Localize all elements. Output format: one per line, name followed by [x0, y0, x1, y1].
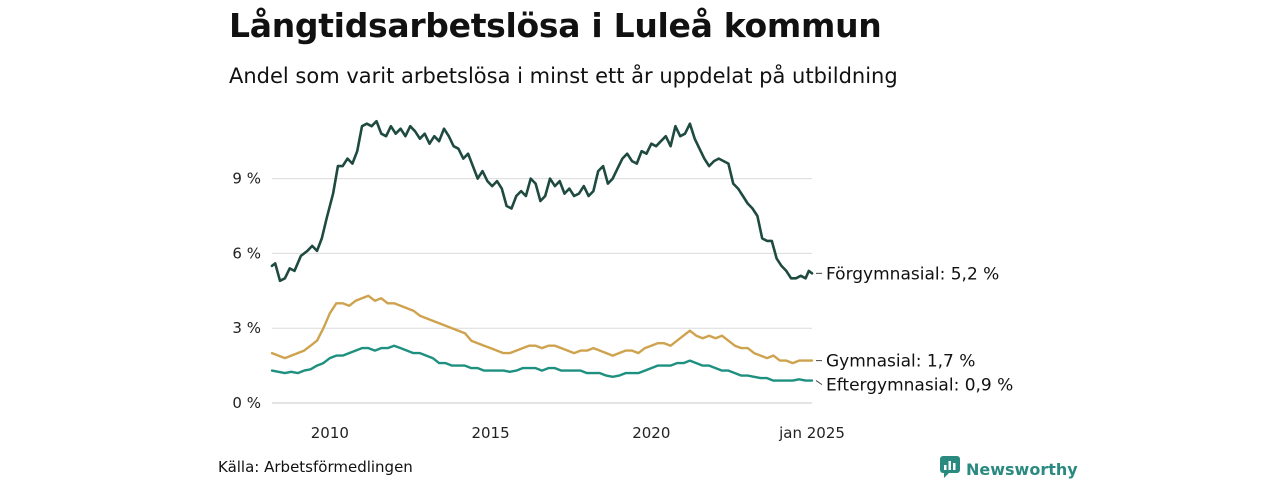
end-label-connector	[815, 380, 823, 386]
y-tick-label: 6 %	[232, 244, 261, 262]
source-note: Källa: Arbetsförmedlingen	[218, 458, 413, 476]
brand-logo[interactable]: Newsworthy	[940, 456, 1078, 482]
y-tick-label: 9 %	[232, 170, 261, 188]
x-tick-label: 2010	[311, 424, 349, 442]
end-label-förgymnasial: Förgymnasial: 5,2 %	[826, 264, 999, 284]
series-line-förgymnasial	[270, 119, 814, 283]
x-tick-label: jan 2025	[778, 424, 845, 442]
end-label-gymnasial: Gymnasial: 1,7 %	[826, 352, 975, 372]
chart-title: Långtidsarbetslösa i Luleå kommun	[229, 6, 882, 45]
y-tick-label: 3 %	[232, 319, 261, 337]
y-tick-label: 0 %	[232, 394, 261, 412]
chart-subtitle: Andel som varit arbetslösa i minst ett å…	[229, 64, 898, 88]
axis-labels: 0 % 3 % 6 % 9 % 2010 2015 2020 jan 2025	[232, 170, 844, 442]
x-tick-label: 2015	[471, 424, 509, 442]
series-line-eftergymnasial	[270, 344, 814, 382]
newsworthy-logo-icon	[940, 456, 960, 482]
series-lines	[270, 119, 814, 382]
x-tick-label: 2020	[632, 424, 670, 442]
grid-lines	[272, 178, 812, 404]
end-label-eftergymnasial: Eftergymnasial: 0,9 %	[826, 376, 1013, 396]
brand-name: Newsworthy	[966, 459, 1078, 479]
end-labels: Förgymnasial: 5,2 % Gymnasial: 1,7 % Efter…	[815, 264, 1013, 396]
series-line-gymnasial	[270, 294, 814, 365]
